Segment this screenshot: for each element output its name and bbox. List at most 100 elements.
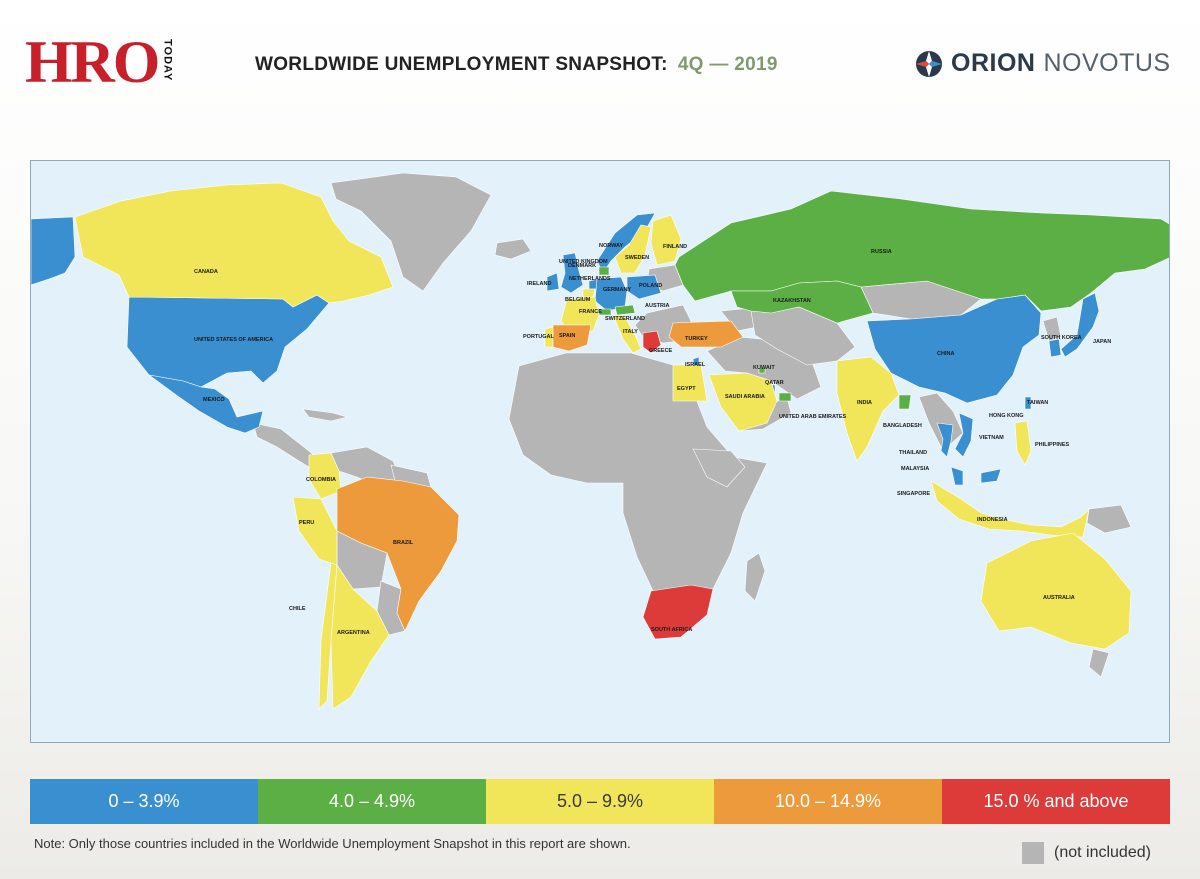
label-spain: SPAIN [559, 333, 575, 339]
label-norway: NORWAY [599, 243, 623, 249]
label-hong-kong: HONG KONG [989, 413, 1024, 419]
band-1-countries [598, 190, 1169, 410]
label-germany: GERMANY [603, 287, 631, 293]
label-china: CHINA [937, 351, 954, 357]
compass-icon [916, 50, 942, 77]
label-uk: UNITED KINGDOM [559, 259, 608, 265]
label-singapore: SINGAPORE [897, 491, 930, 497]
myanmar-laos-shape [918, 392, 964, 452]
taiwan-shape [1024, 396, 1032, 410]
label-belgium: BELGIUM [565, 297, 591, 303]
label-sweden: SWEDEN [625, 255, 649, 261]
label-netherlands: NETHERLANDS [569, 276, 611, 282]
legend-band-1-label: 4.0 – 4.9% [328, 791, 416, 811]
alaska-shape [31, 216, 76, 286]
bangladesh-shape [898, 394, 912, 410]
label-india: INDIA [857, 400, 872, 406]
finland-shape [650, 214, 682, 266]
label-denmark: DENMARK [568, 263, 596, 269]
hro-logo-subtext: TODAY [161, 39, 174, 82]
legend-band-4: 15.0 % and above [942, 779, 1170, 824]
brand-primary: ORION [951, 49, 1036, 77]
label-indonesia: INDONESIA [977, 517, 1008, 523]
label-usa: UNITED STATES OF AMERICA [194, 337, 273, 343]
ireland-shape [546, 272, 560, 292]
label-canada: CANADA [194, 269, 218, 275]
world-map: CANADA UNITED STATES OF AMERICA MEXICO C… [30, 160, 1170, 743]
label-taiwan: TAIWAN [1027, 400, 1048, 406]
brand-secondary: NOVOTUS [1043, 49, 1171, 77]
label-finland: FINLAND [663, 244, 687, 250]
legend-band-3: 10.0 – 14.9% [714, 779, 942, 824]
label-kuwait: KUWAIT [753, 365, 775, 371]
france-shape [560, 296, 600, 334]
greenland-shape [330, 172, 492, 292]
label-malaysia: MALAYSIA [901, 466, 929, 472]
indonesia-shape [930, 480, 1090, 538]
label-peru: PERU [299, 520, 314, 526]
china-shape [866, 294, 1042, 404]
japan-shape [1060, 292, 1100, 358]
label-portugal: PORTUGAL [523, 334, 555, 340]
uae-shape [778, 392, 792, 402]
mexico-shape [148, 374, 264, 434]
label-colombia: COLOMBIA [306, 477, 336, 483]
south-korea-shape [1048, 338, 1062, 358]
malaysia-shape [950, 466, 1002, 486]
not-included-label: (not included) [1054, 844, 1151, 861]
argentina-shape [330, 564, 390, 710]
kazakhstan-shape [730, 280, 874, 324]
label-saudi-arabia: SAUDI ARABIA [725, 394, 765, 400]
label-switzerland: SWITZERLAND [605, 316, 645, 322]
label-chile: CHILE [289, 606, 306, 612]
legend-band-0-label: 0 – 3.9% [108, 791, 180, 811]
egypt-shape [672, 364, 708, 402]
page-title: WORLDWIDE UNEMPLOYMENT SNAPSHOT: 4Q — 201… [255, 54, 778, 76]
not-included-key: (not included) [1022, 842, 1151, 864]
label-thailand: THAILAND [899, 450, 927, 456]
label-uae: UNITED ARAB EMIRATES [779, 414, 847, 420]
austria-shape [614, 304, 636, 316]
iceland-shape [494, 238, 532, 260]
label-austria: AUSTRIA [645, 303, 669, 309]
brazil-shape [336, 476, 460, 632]
peru-shape [292, 496, 338, 566]
spain-shape [552, 324, 592, 352]
label-south-korea: SOUTH KOREA [1041, 335, 1082, 341]
label-vietnam: VIETNAM [979, 435, 1004, 441]
header: HRO TODAY WORLDWIDE UNEMPLOYMENT SNAPSHO… [0, 0, 1200, 110]
hro-logo-text: HRO [25, 29, 160, 95]
label-turkey: TURKEY [685, 336, 708, 342]
legend: 0 – 3.9% 4.0 – 4.9% 5.0 – 9.9% 10.0 – 14… [30, 779, 1170, 824]
label-japan: JAPAN [1093, 339, 1111, 345]
denmark-shape [598, 266, 610, 276]
band-4-countries [642, 330, 714, 640]
nz-shape [1088, 648, 1110, 678]
band-0-countries [31, 212, 1100, 486]
label-egypt: EGYPT [677, 386, 696, 392]
title-period: 4Q — 2019 [677, 54, 778, 75]
band-2-countries [74, 182, 1132, 710]
country-labels: CANADA UNITED STATES OF AMERICA MEXICO C… [194, 243, 1111, 636]
legend-band-1: 4.0 – 4.9% [258, 779, 486, 824]
label-poland: POLAND [639, 283, 662, 289]
label-bangladesh: BANGLADESH [883, 423, 922, 429]
band-3-countries [336, 320, 744, 632]
png-shape [1086, 504, 1132, 534]
north-korea-shape [1042, 316, 1062, 342]
label-argentina: ARGENTINA [337, 630, 370, 636]
label-ireland: IRELAND [527, 281, 551, 287]
hro-today-logo: HRO TODAY [25, 29, 174, 95]
east-africa-horn-shape [692, 448, 746, 488]
label-philippines: PHILIPPINES [1035, 442, 1070, 448]
label-greece: GREECE [649, 348, 673, 354]
label-france: FRANCE [579, 309, 602, 315]
label-australia: AUSTRALIA [1043, 595, 1075, 601]
not-included-swatch [1022, 842, 1044, 864]
legend-band-2-label: 5.0 – 9.9% [556, 791, 644, 811]
label-brazil: BRAZIL [393, 540, 414, 546]
world-map-svg: CANADA UNITED STATES OF AMERICA MEXICO C… [31, 172, 1169, 710]
india-shape [836, 356, 900, 462]
poland-shape [626, 274, 662, 300]
australia-shape [980, 532, 1132, 650]
